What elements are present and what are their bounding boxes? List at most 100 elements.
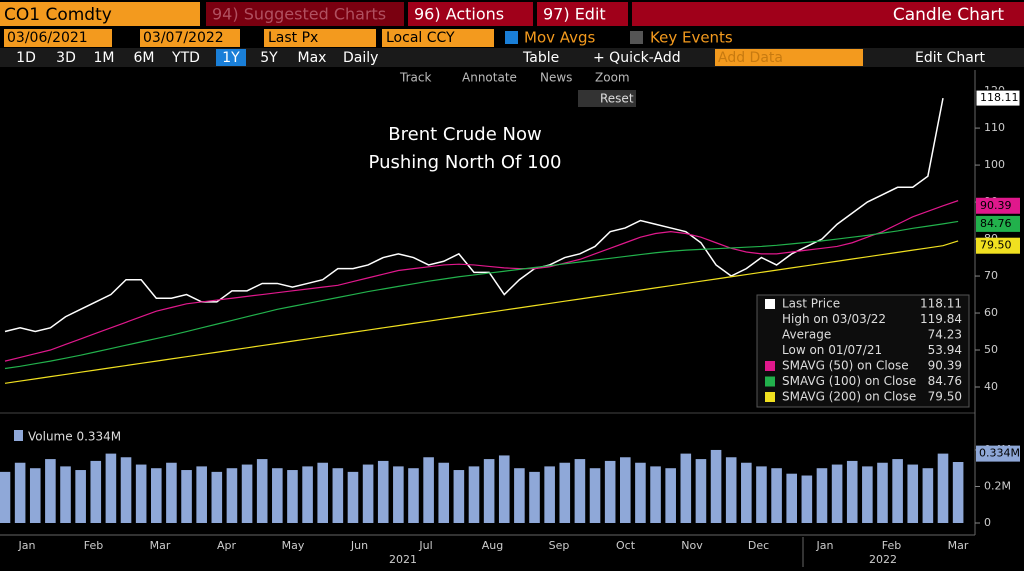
x-tick-label: Feb bbox=[84, 539, 103, 552]
volume-bar bbox=[14, 462, 26, 523]
period[interactable]: 3D bbox=[56, 50, 76, 66]
period[interactable]: 1Y bbox=[222, 50, 240, 66]
keyevents: Key Events bbox=[650, 29, 733, 47]
security-box[interactable] bbox=[0, 2, 200, 26]
volume-bar bbox=[105, 453, 117, 523]
movavgs-check[interactable] bbox=[505, 31, 518, 44]
volume-bar bbox=[241, 464, 253, 523]
editchart[interactable]: Edit Chart bbox=[915, 50, 986, 66]
legend-name: Last Price bbox=[782, 297, 840, 311]
legend-value: 79.50 bbox=[928, 390, 962, 404]
last-tag bbox=[976, 445, 1020, 462]
volume-bar bbox=[0, 471, 11, 523]
y-tick-label: 50 bbox=[984, 343, 998, 356]
end-date: 03/07/2022 bbox=[143, 30, 224, 46]
price-line bbox=[4, 97, 944, 333]
volume-bar bbox=[483, 459, 495, 523]
volume-bar bbox=[756, 466, 767, 523]
moving-average bbox=[4, 220, 959, 370]
start-box[interactable] bbox=[4, 29, 112, 47]
tool[interactable]: Track bbox=[399, 71, 431, 85]
quickadd[interactable]: + Quick-Add bbox=[593, 50, 681, 66]
volume-bar bbox=[604, 460, 616, 523]
last-tag bbox=[976, 197, 1020, 214]
field-box[interactable] bbox=[264, 29, 376, 47]
tool[interactable]: Annotate bbox=[462, 71, 517, 85]
legend-name: Low on 01/07/21 bbox=[782, 343, 882, 357]
reset-btn[interactable] bbox=[578, 90, 636, 107]
volume-swatch bbox=[14, 430, 23, 441]
adddata-box[interactable] bbox=[715, 49, 863, 66]
volume-bar bbox=[695, 459, 707, 523]
y-tick-label: 70 bbox=[984, 269, 998, 282]
period[interactable]: 6M bbox=[134, 50, 155, 66]
volume-bar bbox=[272, 468, 283, 523]
volume-bar bbox=[347, 471, 359, 523]
volume-bar bbox=[952, 462, 964, 523]
end-box[interactable] bbox=[140, 29, 240, 47]
x-tick-label: Mar bbox=[948, 539, 969, 552]
ccy: Local CCY bbox=[386, 30, 455, 46]
period[interactable]: 5Y bbox=[260, 50, 278, 66]
table[interactable]: Table bbox=[522, 50, 559, 66]
volume-bar bbox=[589, 468, 601, 523]
volume-bar bbox=[771, 468, 782, 523]
legend-value: 90.39 bbox=[928, 359, 962, 373]
x-tick-label: May bbox=[282, 539, 305, 552]
suggested-btn[interactable] bbox=[206, 2, 404, 26]
security: CO1 Comdty bbox=[4, 5, 112, 25]
last-tag-label: 90.39 bbox=[980, 199, 1012, 212]
volume-bar bbox=[45, 459, 56, 523]
period[interactable]: Max bbox=[298, 50, 327, 66]
volume-bar bbox=[468, 466, 480, 523]
volume-bar bbox=[846, 460, 858, 523]
x-tick-label: Feb bbox=[882, 539, 901, 552]
frequency[interactable]: Daily bbox=[343, 50, 378, 66]
suggested: 94) Suggested Charts bbox=[212, 5, 386, 24]
x-tick-label: Mar bbox=[150, 539, 171, 552]
volume-bar bbox=[166, 462, 177, 523]
last-tag-label: 0.334M bbox=[979, 447, 1020, 460]
legend-value: 74.23 bbox=[928, 328, 962, 342]
volume-bar bbox=[317, 462, 329, 523]
movavgs: Mov Avgs bbox=[524, 29, 596, 47]
annotation: Brent Crude Now bbox=[388, 124, 541, 145]
volume-bar bbox=[665, 468, 676, 523]
keyevents-check[interactable] bbox=[630, 31, 643, 44]
volume-bar bbox=[680, 453, 692, 523]
volume-bar bbox=[514, 468, 525, 523]
volume-bar bbox=[196, 466, 207, 523]
year-label: 2021 bbox=[389, 553, 417, 566]
period-active bbox=[216, 49, 246, 66]
field: Last Px bbox=[268, 30, 318, 46]
x-tick-label: Nov bbox=[681, 539, 703, 552]
volume-bar bbox=[423, 457, 434, 523]
volume-bar bbox=[892, 459, 903, 523]
actions-btn[interactable] bbox=[408, 2, 533, 26]
volume-bar bbox=[786, 473, 798, 523]
volume-bar bbox=[544, 466, 555, 523]
legend-swatch bbox=[765, 361, 775, 371]
x-tick-label: Aug bbox=[482, 539, 503, 552]
volume-bar bbox=[907, 464, 919, 523]
volume-bar bbox=[801, 475, 813, 523]
window-title: Candle Chart bbox=[893, 5, 1004, 25]
volume-bar bbox=[302, 466, 313, 523]
edit-btn[interactable] bbox=[537, 2, 628, 26]
volume-bar bbox=[150, 468, 162, 523]
y-tick-label: 40 bbox=[984, 380, 998, 393]
legend-name: Average bbox=[782, 328, 831, 342]
legend-value: 84.76 bbox=[928, 374, 962, 388]
tool[interactable]: News bbox=[540, 71, 572, 85]
legend-name: High on 03/03/22 bbox=[782, 312, 886, 326]
period[interactable]: YTD bbox=[171, 50, 200, 66]
volume-bar bbox=[922, 468, 934, 523]
period[interactable]: 1D bbox=[16, 50, 36, 66]
legend-name: SMAVG (100) on Close bbox=[782, 374, 916, 388]
x-tick-label: Jul bbox=[418, 539, 432, 552]
tool[interactable]: Zoom bbox=[595, 71, 630, 85]
ccy-box[interactable] bbox=[382, 29, 494, 47]
period[interactable]: 1M bbox=[94, 50, 115, 66]
start-date: 03/06/2021 bbox=[7, 30, 88, 46]
